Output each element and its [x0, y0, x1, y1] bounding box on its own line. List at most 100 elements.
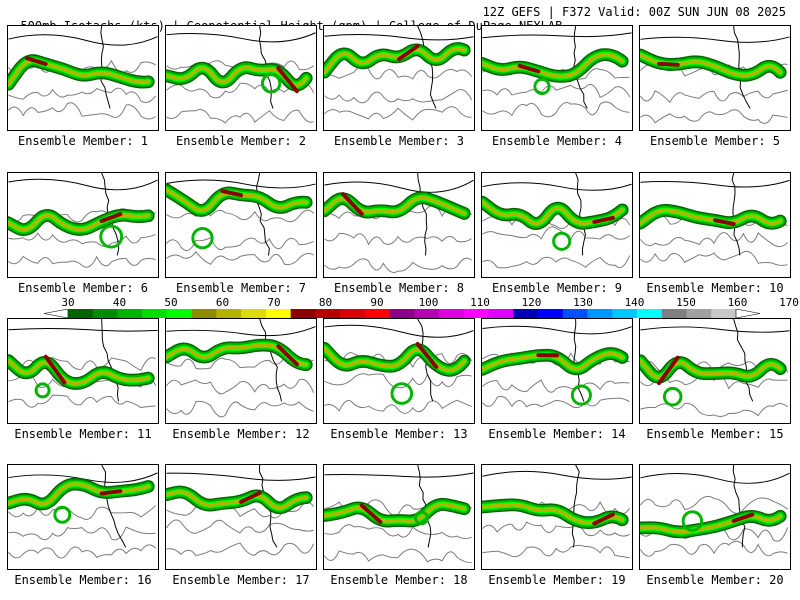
colorbar-cell [142, 309, 168, 318]
ensemble-map [166, 319, 316, 418]
colorbar-tick-label: 60 [215, 296, 230, 309]
colorbar-cell [587, 309, 613, 318]
ensemble-map [482, 26, 632, 118]
ensemble-panel-7 [165, 172, 317, 278]
colorbar-tick-label: 40 [112, 296, 127, 309]
ensemble-panel-5 [639, 25, 791, 131]
ensemble-map [8, 26, 158, 120]
ensemble-panel-2 [165, 25, 317, 131]
colorbar-cell [166, 309, 193, 318]
ensemble-member-label: Ensemble Member: 1 [17, 134, 149, 148]
ensemble-map [324, 26, 474, 121]
ensemble-map [324, 173, 474, 273]
ensemble-map [8, 465, 158, 559]
ensemble-panel-15 [639, 318, 791, 424]
colorbar-cell [637, 309, 663, 318]
ensemble-member-label: Ensemble Member: 6 [17, 281, 149, 295]
ensemble-map [166, 173, 316, 266]
ensemble-member-label: Ensemble Member: 19 [488, 573, 626, 587]
ensemble-map [8, 173, 158, 268]
colorbar-tick-label: 80 [318, 296, 333, 309]
colorbar-cell [241, 309, 267, 318]
ensemble-panel-20 [639, 464, 791, 570]
ensemble-member-label: Ensemble Member: 15 [646, 427, 784, 441]
colorbar-cell [117, 309, 143, 318]
ensemble-map [482, 319, 632, 409]
colorbar-cell [612, 309, 638, 318]
ensemble-member-label: Ensemble Member: 3 [333, 134, 465, 148]
header-title-right: 12Z GEFS | F372 Valid: 00Z SUN JUN 08 20… [482, 5, 786, 19]
ensemble-member-label: Ensemble Member: 16 [14, 573, 152, 587]
ensemble-member-label: Ensemble Member: 8 [333, 281, 465, 295]
ensemble-panel-18 [323, 464, 475, 570]
ensemble-map [166, 465, 316, 557]
colorbar-tick-label: 50 [164, 296, 178, 309]
colorbar-cell [513, 309, 539, 318]
colorbar-cell [191, 309, 217, 318]
ensemble-panel-4 [481, 25, 633, 131]
ensemble-map [166, 26, 316, 124]
ensemble-member-label: Ensemble Member: 10 [646, 281, 784, 295]
colorbar-cell [340, 309, 366, 318]
ensemble-panel-9 [481, 172, 633, 278]
ensemble-member-label: Ensemble Member: 11 [14, 427, 152, 441]
colorbar-cell [92, 309, 118, 318]
colorbar-tick-label: 120 [521, 296, 542, 309]
ensemble-member-label: Ensemble Member: 12 [172, 427, 310, 441]
colorbar-cell [463, 309, 489, 318]
ensemble-map [324, 465, 474, 564]
colorbar-tick-label: 30 [61, 296, 75, 309]
colorbar-cell [661, 309, 687, 318]
ensemble-member-label: Ensemble Member: 4 [491, 134, 623, 148]
isotach-colorbar [44, 309, 760, 318]
colorbar-tick-label: 100 [418, 296, 439, 309]
colorbar-tick-label: 160 [727, 296, 748, 309]
colorbar-cell [265, 309, 291, 318]
ensemble-panel-10 [639, 172, 791, 278]
ensemble-member-label: Ensemble Member: 2 [175, 134, 307, 148]
colorbar-tick-label: 130 [573, 296, 593, 309]
ensemble-member-label: Ensemble Member: 13 [330, 427, 468, 441]
colorbar-tick-label: 170 [779, 296, 799, 309]
ensemble-map [324, 319, 474, 414]
ensemble-panel-19 [481, 464, 633, 570]
colorbar-cell [68, 309, 94, 318]
colorbar-cell [315, 309, 341, 318]
ensemble-map [482, 173, 632, 269]
ensemble-member-label: Ensemble Member: 20 [646, 573, 784, 587]
colorbar-cell [562, 309, 588, 318]
ensemble-panel-6 [7, 172, 159, 278]
ensemble-map [640, 173, 790, 266]
ensemble-panel-11 [7, 318, 159, 424]
ensemble-map [640, 465, 790, 557]
colorbar-cell [290, 309, 316, 318]
ensemble-member-label: Ensemble Member: 7 [175, 281, 307, 295]
ensemble-member-label: Ensemble Member: 17 [172, 573, 310, 587]
ensemble-panel-14 [481, 318, 633, 424]
colorbar-tick-label: 70 [267, 296, 281, 309]
ensemble-member-label: Ensemble Member: 9 [491, 281, 623, 295]
colorbar-cell [439, 309, 465, 318]
ensemble-map [640, 26, 790, 124]
ensemble-member-label: Ensemble Member: 18 [330, 573, 468, 587]
ensemble-panel-12 [165, 318, 317, 424]
colorbar-cell [538, 309, 564, 318]
colorbar-cell [216, 309, 242, 318]
colorbar-cell [389, 309, 415, 318]
colorbar-cell [414, 309, 440, 318]
ensemble-panel-13 [323, 318, 475, 424]
colorbar-cell [711, 309, 737, 318]
ensemble-panel-17 [165, 464, 317, 570]
colorbar-tick-label: 90 [370, 296, 384, 309]
ensemble-map [8, 319, 158, 409]
ensemble-member-label: Ensemble Member: 5 [649, 134, 781, 148]
colorbar-cell [364, 309, 390, 318]
colorbar-tick-label: 150 [676, 296, 696, 309]
colorbar-cell [686, 309, 712, 318]
colorbar-high-arrow [735, 309, 760, 318]
ensemble-panel-8 [323, 172, 475, 278]
ensemble-map [482, 465, 632, 559]
colorbar-cell [488, 309, 514, 318]
colorbar-tick-label: 140 [624, 296, 645, 309]
ensemble-member-label: Ensemble Member: 14 [488, 427, 626, 441]
